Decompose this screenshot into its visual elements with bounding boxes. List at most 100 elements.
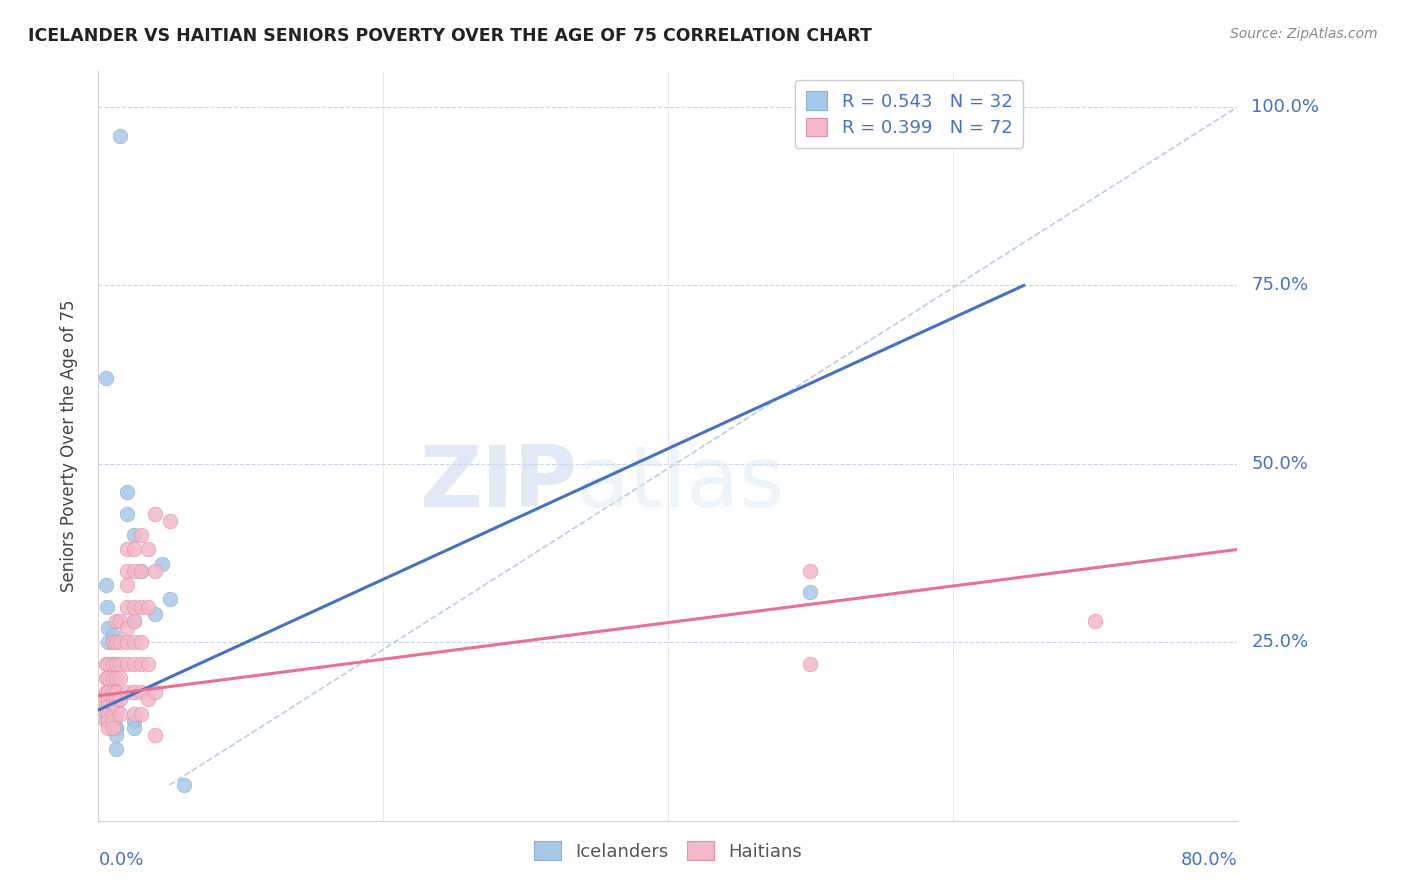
Point xyxy=(97,657,120,671)
Point xyxy=(104,706,127,721)
Point xyxy=(104,692,127,706)
Point xyxy=(115,599,138,614)
Point xyxy=(104,692,127,706)
Point xyxy=(97,685,120,699)
Point xyxy=(108,614,131,628)
Point xyxy=(104,671,127,685)
Point xyxy=(108,657,131,671)
Point xyxy=(94,578,117,592)
Point xyxy=(94,692,117,706)
Point xyxy=(101,721,124,735)
Point xyxy=(115,542,138,557)
Point xyxy=(122,657,145,671)
Point xyxy=(101,671,124,685)
Point xyxy=(129,635,152,649)
Point xyxy=(94,706,117,721)
Text: 75.0%: 75.0% xyxy=(1251,277,1309,294)
Point xyxy=(97,692,120,706)
Point xyxy=(101,714,124,728)
Point xyxy=(104,685,127,699)
Point xyxy=(108,706,131,721)
Point xyxy=(115,564,138,578)
Text: 25.0%: 25.0% xyxy=(1251,633,1309,651)
Point xyxy=(115,685,138,699)
Point xyxy=(145,685,167,699)
Text: ICELANDER VS HAITIAN SENIORS POVERTY OVER THE AGE OF 75 CORRELATION CHART: ICELANDER VS HAITIAN SENIORS POVERTY OVE… xyxy=(28,27,872,45)
Point xyxy=(136,599,159,614)
Point xyxy=(129,564,152,578)
Point xyxy=(104,721,127,735)
Point xyxy=(122,599,145,614)
Y-axis label: Seniors Poverty Over the Age of 75: Seniors Poverty Over the Age of 75 xyxy=(59,300,77,592)
Point xyxy=(122,706,145,721)
Text: 50.0%: 50.0% xyxy=(1251,455,1308,473)
Point xyxy=(129,564,152,578)
Point xyxy=(101,699,124,714)
Point xyxy=(96,599,118,614)
Text: atlas: atlas xyxy=(576,442,785,525)
Point xyxy=(122,714,145,728)
Point xyxy=(94,671,117,685)
Point xyxy=(115,485,138,500)
Point xyxy=(104,699,127,714)
Point xyxy=(115,578,138,592)
Point xyxy=(101,685,124,699)
Point xyxy=(136,542,159,557)
Point xyxy=(129,528,152,542)
Text: 100.0%: 100.0% xyxy=(1251,98,1319,116)
Point xyxy=(104,685,127,699)
Point xyxy=(97,714,120,728)
Point xyxy=(97,699,120,714)
Point xyxy=(94,685,117,699)
Text: Source: ZipAtlas.com: Source: ZipAtlas.com xyxy=(1230,27,1378,41)
Point xyxy=(122,721,145,735)
Point xyxy=(145,607,167,621)
Point xyxy=(799,657,821,671)
Point xyxy=(108,671,131,685)
Text: ZIP: ZIP xyxy=(419,442,576,525)
Point xyxy=(101,657,124,671)
Point xyxy=(94,714,117,728)
Point xyxy=(101,706,124,721)
Point xyxy=(101,692,124,706)
Point xyxy=(122,614,145,628)
Point xyxy=(1084,614,1107,628)
Point xyxy=(101,699,124,714)
Point xyxy=(108,635,131,649)
Point xyxy=(122,542,145,557)
Point xyxy=(145,507,167,521)
Point xyxy=(115,621,138,635)
Point xyxy=(104,721,127,735)
Point xyxy=(101,714,124,728)
Text: 80.0%: 80.0% xyxy=(1181,851,1237,869)
Point xyxy=(799,585,821,599)
Point xyxy=(173,778,195,792)
Point xyxy=(129,599,152,614)
Point xyxy=(101,635,124,649)
Point xyxy=(101,671,124,685)
Point xyxy=(159,592,181,607)
Point xyxy=(101,692,124,706)
Point xyxy=(159,514,181,528)
Point xyxy=(94,371,117,385)
Point xyxy=(129,706,152,721)
Point xyxy=(108,692,131,706)
Point xyxy=(104,614,127,628)
Point xyxy=(129,685,152,699)
Point xyxy=(101,706,124,721)
Point xyxy=(97,671,120,685)
Point xyxy=(129,657,152,671)
Point xyxy=(122,564,145,578)
Point xyxy=(799,564,821,578)
Point xyxy=(101,628,124,642)
Point xyxy=(101,657,124,671)
Legend: Icelanders, Haitians: Icelanders, Haitians xyxy=(527,834,808,868)
Point xyxy=(122,635,145,649)
Point xyxy=(104,657,127,671)
Point xyxy=(136,692,159,706)
Point xyxy=(145,728,167,742)
Point xyxy=(104,728,127,742)
Point xyxy=(152,557,174,571)
Point xyxy=(115,635,138,649)
Text: 0.0%: 0.0% xyxy=(98,851,143,869)
